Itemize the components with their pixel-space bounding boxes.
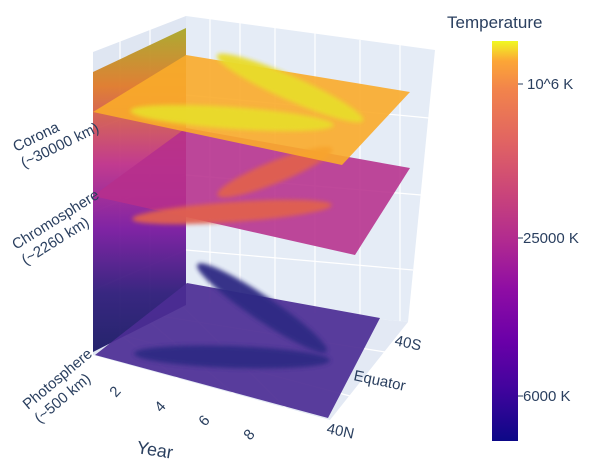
x-tick-8: 8	[240, 426, 258, 444]
photosphere-band-2	[134, 345, 330, 369]
chromosphere-band-1	[217, 146, 333, 198]
corona-band-1	[216, 53, 364, 123]
colorbar-title: Temperature	[447, 13, 542, 32]
colorbar: Temperature 10^6 K 25000 K 6000 K	[447, 13, 579, 441]
colorbar-tick-3: 6000 K	[523, 388, 571, 405]
colorbar-gradient	[492, 41, 518, 441]
z-tick-corona: Corona (~30000 km)	[10, 103, 101, 172]
layer-photosphere	[95, 263, 380, 418]
z-tick-photosphere: Photosphere (~500 km)	[20, 343, 111, 427]
colorbar-tick-1: 10^6 K	[527, 76, 573, 93]
x-tick-6: 6	[195, 412, 213, 430]
x-axis-title: Year	[135, 437, 174, 462]
y-tick-40s: 40S	[393, 332, 423, 354]
x-tick-4: 4	[151, 398, 169, 416]
y-tick-equator: Equator	[352, 367, 407, 395]
corona-band-2	[130, 104, 334, 132]
layer-corona	[93, 53, 410, 165]
photosphere-band-1	[196, 263, 328, 353]
x-tick-2: 2	[106, 383, 124, 401]
colorbar-tick-2: 25000 K	[523, 230, 579, 247]
chromosphere-band-2	[132, 199, 332, 225]
y-tick-40n: 40N	[325, 420, 355, 442]
